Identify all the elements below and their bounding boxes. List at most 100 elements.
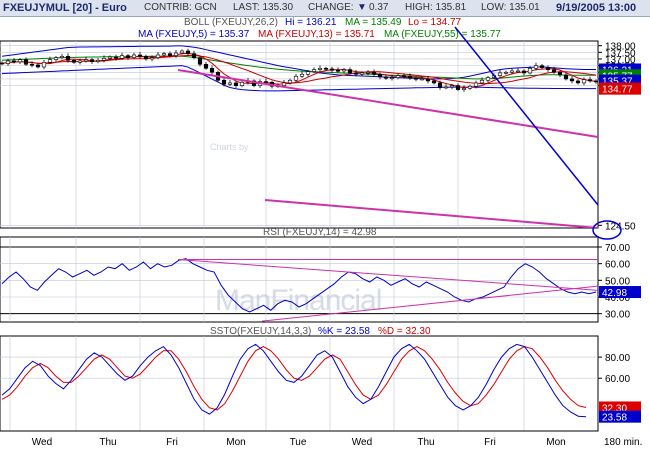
candle-body xyxy=(209,67,215,73)
change-label: CHANGE: xyxy=(308,2,354,13)
chart-datetime: 9/19/2005 13:00 xyxy=(556,2,637,14)
candle-body xyxy=(113,56,119,59)
candle-body xyxy=(389,77,395,79)
candle-body xyxy=(455,85,461,90)
candle-body xyxy=(377,73,383,78)
rsi-line xyxy=(1,258,597,313)
high-price: HIGH: 135.81 xyxy=(405,2,467,13)
candle-body xyxy=(263,81,269,83)
candle-body xyxy=(17,59,23,63)
price-tick-label: 137.00 xyxy=(605,55,636,66)
chart-background xyxy=(0,17,650,450)
low-price: LOW: 135.01 xyxy=(481,2,540,13)
candle-body xyxy=(227,82,233,85)
blue-projection-line xyxy=(454,26,599,206)
ma13-legend: MA (FXEUJY,13) = 135.71 xyxy=(258,29,375,40)
candle-body xyxy=(101,58,107,61)
interval-label: 180 min. xyxy=(604,437,642,448)
x-day-label: Fri xyxy=(484,437,496,448)
symbol-title: FXEUJYMUL [20] - Euro xyxy=(3,2,127,14)
x-day-label: Tue xyxy=(290,437,307,448)
rsi-tick-label: 50.00 xyxy=(605,276,630,287)
price-flag-3: 134.77 xyxy=(602,85,633,96)
ssto-tick-label: 80.00 xyxy=(605,353,630,364)
candle-body xyxy=(35,64,41,68)
ssto-flag-1: 23.58 xyxy=(602,413,627,424)
candle-body xyxy=(83,59,89,62)
candle-body xyxy=(449,85,455,88)
candle-body xyxy=(515,70,521,73)
watermark: ManFinancial xyxy=(215,284,381,317)
candle-body xyxy=(581,79,587,84)
candle-body xyxy=(11,60,17,63)
candle-body xyxy=(335,69,341,72)
candle-body xyxy=(473,82,479,87)
candle-body xyxy=(353,72,359,75)
candle-body xyxy=(59,56,65,58)
watermark-small: Charts by xyxy=(210,142,249,152)
ssto-flag-0: 32.30 xyxy=(602,403,627,414)
candle-body xyxy=(119,55,125,59)
price-tick-label: 138.00 xyxy=(605,42,636,53)
candle-body xyxy=(221,79,227,85)
candle-body xyxy=(173,52,179,56)
x-day-label: Fri xyxy=(166,437,178,448)
candle-body xyxy=(341,69,347,72)
candle-body xyxy=(545,67,551,70)
rsi-tick-label: 40.00 xyxy=(605,293,630,304)
price-flag-3-box xyxy=(599,82,641,95)
candle-body xyxy=(593,80,598,83)
candle-body xyxy=(425,78,431,82)
x-day-label: Thu xyxy=(417,437,434,448)
ma55-legend: MA (FXEUJY,55) = 135.77 xyxy=(384,29,501,40)
lower-trend-line xyxy=(264,199,598,228)
candle-body xyxy=(5,60,11,64)
contrib-label: CONTRIB: GCN xyxy=(144,2,217,13)
candle-body xyxy=(485,77,491,81)
candle-body xyxy=(329,68,335,71)
candle-body xyxy=(521,70,527,74)
candle-body xyxy=(161,53,167,56)
rsi-legend: RSI (FXEUJY,14) = 42.98 xyxy=(263,227,377,238)
rsi-flag: 42.98 xyxy=(602,288,627,299)
candle-body xyxy=(437,82,443,88)
candle-body xyxy=(527,67,533,74)
candle-body xyxy=(185,50,191,54)
candle-body xyxy=(89,59,95,62)
ma5-legend: MA (FXEUJY,5) = 135.37 xyxy=(138,29,250,40)
price-flag-2: 135.37 xyxy=(602,77,633,88)
rsi-downtrend-line xyxy=(177,259,598,291)
candle-body xyxy=(191,53,197,58)
rsi-flag-box xyxy=(599,286,641,299)
ssto-d-legend: %D = 32.30 xyxy=(378,326,431,337)
rsi-panel: ManFinancial 70.00 60.00 50.00 40.00 30.00 42… xyxy=(0,236,641,323)
candle-body xyxy=(137,54,143,57)
candle-body xyxy=(347,69,353,74)
candle-body xyxy=(299,73,305,77)
candle-body xyxy=(311,69,317,72)
candle-body xyxy=(467,85,473,89)
ssto-flag-0-box xyxy=(599,401,641,414)
candle-body xyxy=(239,81,245,86)
candle-body xyxy=(107,56,113,59)
boll-lo-legend: Lo = 134.77 xyxy=(408,17,462,28)
candle-body xyxy=(0,62,5,65)
ssto-k-line xyxy=(1,343,587,418)
candle-body xyxy=(383,76,389,79)
candle-body xyxy=(281,82,287,86)
candle-body xyxy=(125,55,131,58)
x-day-label: Wed xyxy=(32,437,52,448)
candle-body xyxy=(77,60,83,63)
candle-body xyxy=(197,57,203,65)
candle-body xyxy=(395,75,401,78)
chart-header-bar: FXEUJYMUL [20] - Euro CONTRIB: GCN LAST:… xyxy=(0,0,650,17)
last-price: LAST: 135.30 xyxy=(233,2,294,13)
x-axis: Wed Thu Fri Mon Tue Wed Thu Fri Mon 180 min. xyxy=(0,430,642,448)
candle-body xyxy=(587,79,593,82)
candle-body xyxy=(359,72,365,75)
bollinger-lower-band xyxy=(1,65,596,92)
candle-body xyxy=(293,75,299,81)
x-day-label: Mon xyxy=(546,437,565,448)
ssto-d-line xyxy=(1,346,587,411)
